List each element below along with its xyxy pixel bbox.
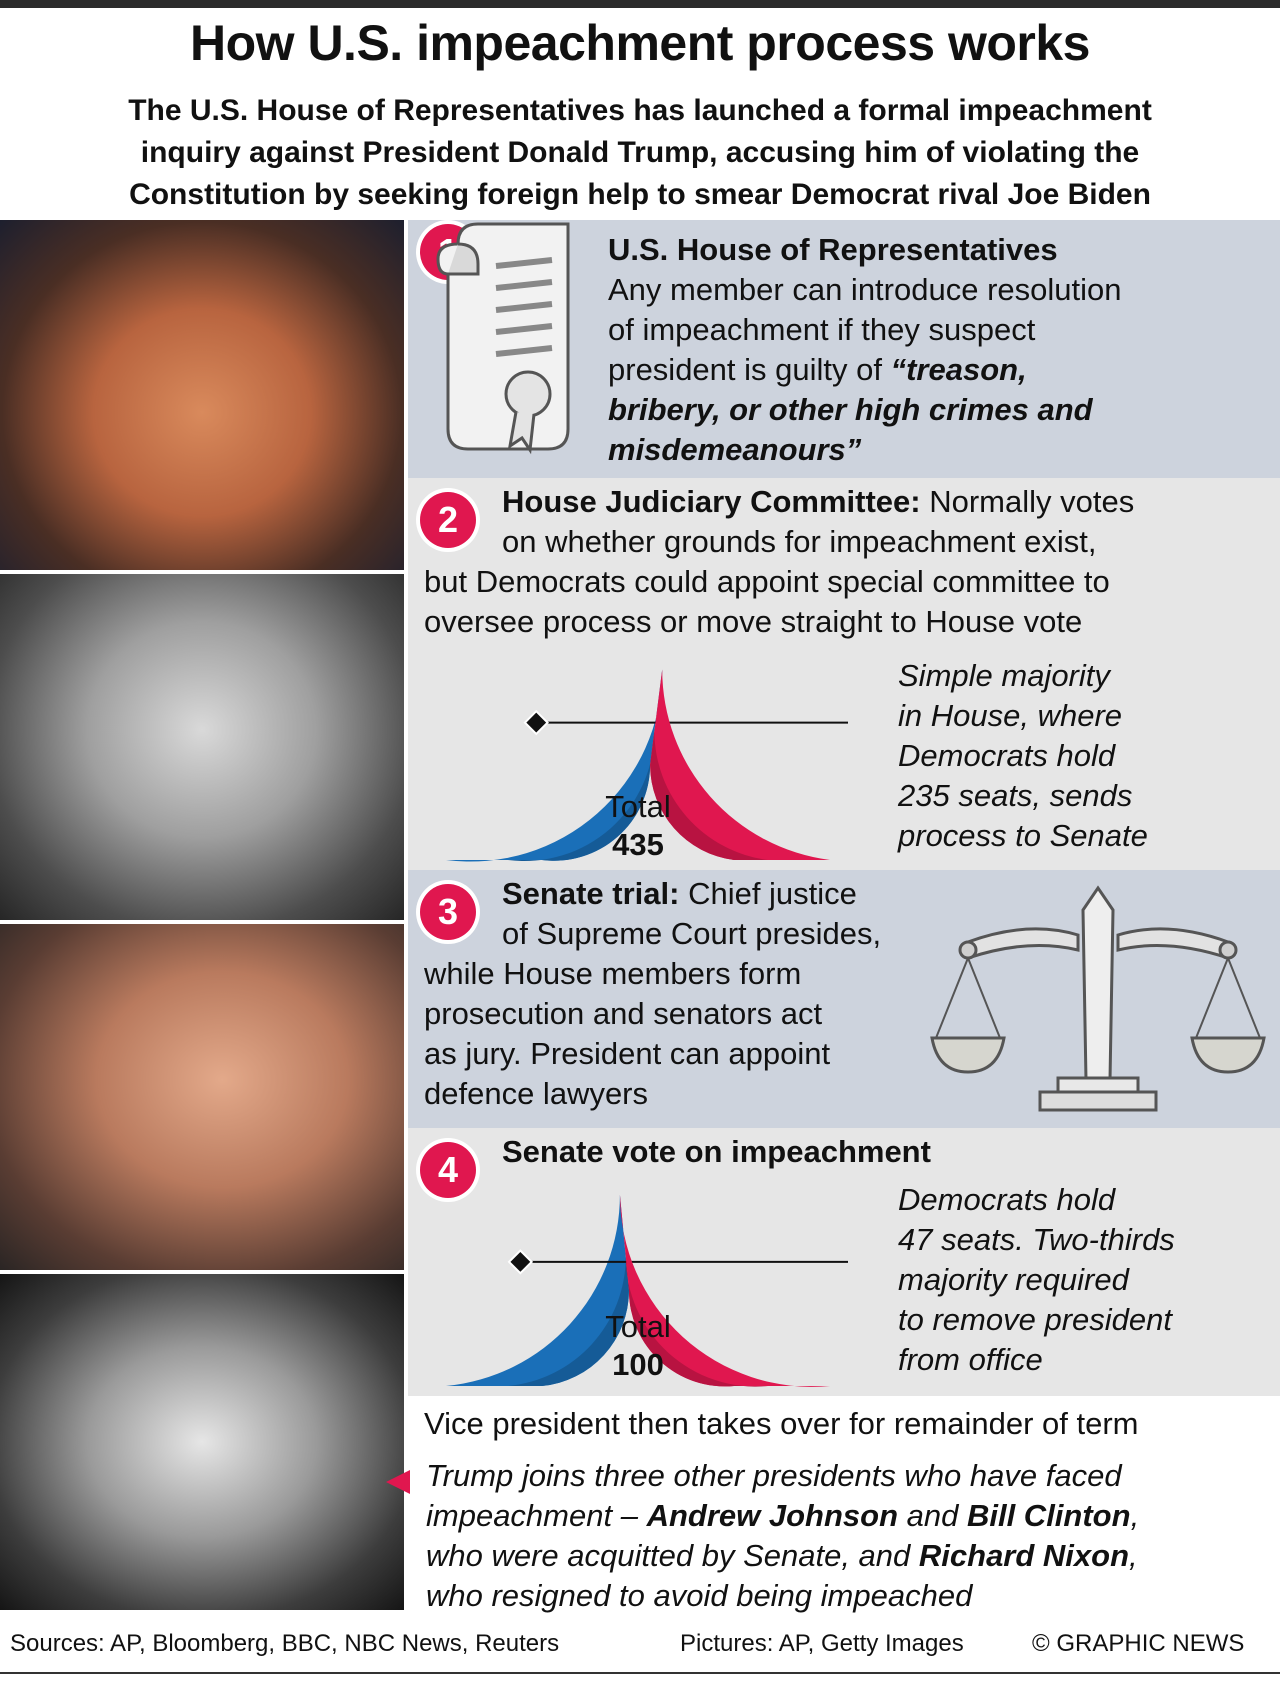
closing-line: Trump joins three other presidents who h… xyxy=(426,1458,1122,1493)
photo-andrew-johnson xyxy=(0,574,404,920)
page-title: How U.S. impeachment process works xyxy=(190,15,1090,71)
step-1-quote: bribery, or other high crimes and xyxy=(608,392,1093,427)
closing-text: Trump joins three other presidents who h… xyxy=(426,1456,1276,1616)
intro-line: Constitution by seeking foreign help to … xyxy=(129,178,1151,211)
step-2-line: but Democrats could appoint special comm… xyxy=(424,564,1110,599)
senate-seats-gauge xyxy=(446,1194,848,1387)
step-2-line: on whether grounds for impeachment exist… xyxy=(502,524,1097,559)
photo-donald-trump xyxy=(0,220,404,570)
senate-total: Total 100 xyxy=(548,1308,728,1384)
intro-text: The U.S. House of Representatives has la… xyxy=(10,90,1270,216)
step-3-heading-tail: Chief justice xyxy=(679,876,857,911)
name-andrew-johnson: Andrew Johnson xyxy=(646,1498,899,1533)
leader-marker xyxy=(507,1249,534,1275)
footer: Sources: AP, Bloomberg, BBC, NBC News, R… xyxy=(0,1614,1280,1674)
step-4-panel: 4 Senate vote on impeachment Total 100 D… xyxy=(408,1128,1280,1396)
gauge-slice-other xyxy=(619,1194,830,1387)
photo-column xyxy=(0,220,404,1610)
senate-total-value: 100 xyxy=(612,1347,664,1382)
step-2-line: oversee process or move straight to Hous… xyxy=(424,604,1083,639)
step-2-heading-tail: Normally votes xyxy=(920,484,1135,519)
bottom-rule xyxy=(0,1672,1280,1674)
intro-line: inquiry against President Donald Trump, … xyxy=(140,136,1140,169)
intro-line: The U.S. House of Representatives has la… xyxy=(128,94,1152,127)
step-1-quote: “treason, xyxy=(890,352,1027,387)
closing-line: , xyxy=(1130,1498,1140,1533)
step-number-badge: 3 xyxy=(420,884,476,940)
closing-line: who resigned to avoid being impeached xyxy=(426,1578,973,1613)
step-3-line: of Supreme Court presides, xyxy=(502,916,882,951)
step-1-line: of impeachment if they suspect xyxy=(608,312,1036,347)
closing-line: and xyxy=(898,1498,967,1533)
step-1-heading: U.S. House of Representatives xyxy=(608,232,1058,267)
step-4-note-line: 47 seats. Two-thirds xyxy=(898,1222,1175,1257)
step-1-line: Any member can introduce resolution xyxy=(608,272,1122,307)
house-total: Total 435 xyxy=(548,788,728,864)
step-3-panel: 3 Senate trial: Chief justice of Supreme… xyxy=(408,870,1280,1128)
gauge-slice-other xyxy=(650,669,830,860)
name-richard-nixon: Richard Nixon xyxy=(918,1538,1130,1573)
scroll-document-icon xyxy=(436,222,570,455)
step-2-heading: House Judiciary Committee: xyxy=(502,484,921,519)
house-total-value: 435 xyxy=(612,827,664,862)
step-2-note-line: Simple majority xyxy=(898,658,1110,693)
step-4-after: Vice president then takes over for remai… xyxy=(424,1406,1139,1441)
gauge-inner-band-other xyxy=(650,731,768,860)
gauge-inner-band-other xyxy=(625,1256,768,1387)
step-2-note-line: Democrats hold xyxy=(898,738,1116,773)
scales-of-justice-icon xyxy=(930,885,1266,1112)
step-1-line: president is guilty of xyxy=(608,352,891,387)
step-number-badge: 2 xyxy=(420,492,476,548)
step-2-note-line: process to Senate xyxy=(898,818,1148,853)
gauge-slice-democrats xyxy=(446,1194,629,1386)
step-3-line: prosecution and senators act xyxy=(424,996,823,1031)
step-4-note-line: to remove president xyxy=(898,1302,1172,1337)
name-bill-clinton: Bill Clinton xyxy=(966,1498,1131,1533)
pointer-triangle-icon xyxy=(386,1470,410,1494)
step-3-heading: Senate trial: xyxy=(502,876,680,911)
step-4-note-line: majority required xyxy=(898,1262,1129,1297)
step-3-line: defence lawyers xyxy=(424,1076,649,1111)
step-2-note-line: in House, where xyxy=(898,698,1123,733)
step-2-note-line: 235 seats, sends xyxy=(898,778,1133,813)
footer-pictures: Pictures: AP, Getty Images xyxy=(680,1630,964,1657)
closing-line: impeachment – xyxy=(426,1498,647,1533)
step-4-note-line: Democrats hold xyxy=(898,1182,1116,1217)
step-4-note: Democrats hold 47 seats. Two-thirds majo… xyxy=(898,1180,1268,1380)
step-4-heading: Senate vote on impeachment xyxy=(502,1134,931,1169)
step-1-quote: misdemeanours” xyxy=(608,432,862,467)
closing-line: who were acquitted by Senate, and xyxy=(426,1538,919,1573)
step-number-badge: 4 xyxy=(420,1142,476,1198)
step-1-panel: 1 U.S. House of Representatives Any memb… xyxy=(408,220,1280,478)
step-2-panel: 2 House Judiciary Committee: Normally vo… xyxy=(408,478,1280,870)
step-3-line: while House members form xyxy=(424,956,802,991)
top-rule xyxy=(0,0,1280,8)
gauge-inner-band-democrats xyxy=(508,1256,629,1386)
step-4-note-line: from office xyxy=(898,1342,1043,1377)
house-total-label: Total xyxy=(605,789,671,824)
closing-panel xyxy=(408,1396,1280,1610)
senate-total-label: Total xyxy=(605,1309,671,1344)
footer-sources: Sources: AP, Bloomberg, BBC, NBC News, R… xyxy=(10,1630,560,1657)
step-2-note: Simple majority in House, where Democrat… xyxy=(898,656,1268,856)
photo-bill-clinton xyxy=(0,924,404,1270)
photo-richard-nixon xyxy=(0,1274,404,1610)
closing-line: , xyxy=(1129,1538,1138,1573)
footer-credit: © GRAPHIC NEWS xyxy=(1032,1630,1245,1657)
gauge-slice-democrats xyxy=(446,669,663,862)
leader-marker xyxy=(523,709,549,736)
house-seats-gauge xyxy=(446,669,848,862)
step-3-line: as jury. President can appoint xyxy=(424,1036,831,1071)
gauge-inner-band-democrats xyxy=(508,731,655,862)
